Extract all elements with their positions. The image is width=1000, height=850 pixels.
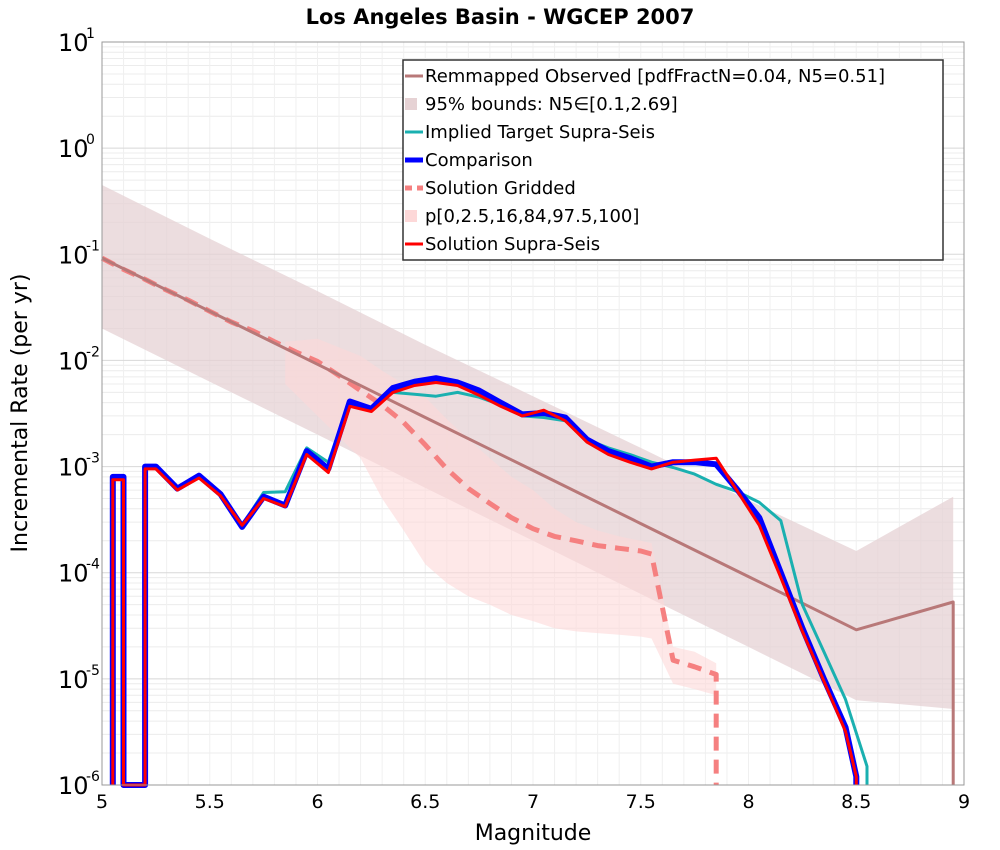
x-tick-label: 5.5 [195,791,225,813]
x-tick-label: 8.5 [841,791,871,813]
y-tick-label: 10-6 [58,769,100,800]
legend: Remmapped Observed [pdfFractN=0.04, N5=0… [402,59,944,261]
x-tick-label: 9 [958,791,970,813]
legend-entry: Implied Target Supra-Seis [405,122,655,143]
y-tick-exponent: -1 [86,238,100,254]
legend-label: Solution Supra-Seis [425,234,600,255]
legend-label: Comparison [425,150,533,171]
y-tick-label: 100 [58,132,95,163]
plot-frame [101,41,965,786]
y-tick-exponent: 0 [86,132,95,148]
legend-label: Implied Target Supra-Seis [425,122,655,143]
y-axis-label: Incremental Rate (per yr) [8,274,33,553]
legend-label: 95% bounds: N5∈[0.1,2.69] [425,94,678,115]
y-tick-label: 10-3 [58,451,100,482]
y-tick-base: 10 [58,241,89,269]
y-tick-base: 10 [58,560,89,588]
band-1 [285,338,717,696]
legend-swatch [405,98,417,110]
y-tick-base: 10 [58,772,89,800]
legend-swatch [405,210,417,222]
legend-entry: Solution Supra-Seis [405,234,600,255]
y-tick-label: 101 [58,26,95,57]
y-tick-exponent: -6 [86,769,100,785]
y-tick-base: 10 [58,29,89,57]
legend-label: Remmapped Observed [pdfFractN=0.04, N5=0… [425,66,885,87]
x-tick-label: 7.5 [626,791,656,813]
legend-box [402,59,944,261]
y-tick-base: 10 [58,347,89,375]
x-tick-label: 6 [311,791,323,813]
legend-label: Solution Gridded [425,178,576,199]
x-axis-label: Magnitude [475,821,592,846]
y-tick-exponent: 1 [86,26,95,42]
y-tick-label: 10-2 [58,344,100,375]
legend-entry: 95% bounds: N5∈[0.1,2.69] [405,94,678,115]
y-tick-label: 10-5 [58,663,100,694]
legend-entry: Remmapped Observed [pdfFractN=0.04, N5=0… [405,66,885,87]
x-tick-label: 6.5 [410,791,440,813]
x-tick-labels: 5 5.5 6 6.5 7 7.5 8 8.5 9 [96,791,970,813]
y-tick-exponent: -5 [86,663,100,679]
y-tick-label: 10-4 [58,557,100,588]
bands [102,185,954,709]
x-tick-label: 8 [742,791,754,813]
y-tick-base: 10 [58,135,89,163]
chart-title: Los Angeles Basin - WGCEP 2007 [306,5,695,29]
x-tick-label: 5 [96,791,108,813]
series-line-4 [111,381,858,787]
legend-label: p[0,2.5,16,84,97.5,100] [425,206,639,227]
y-tick-base: 10 [58,454,89,482]
y-tick-label: 10-1 [58,238,100,269]
legend-entry: p[0,2.5,16,84,97.5,100] [405,206,639,227]
x-tick-label: 7 [527,791,539,813]
series-lines [100,255,955,788]
y-tick-base: 10 [58,666,89,694]
y-tick-exponent: -4 [86,557,100,573]
y-tick-exponent: -3 [86,451,100,467]
series-line-0 [101,256,955,785]
band-0 [102,185,954,709]
legend-entry: Solution Gridded [405,178,576,199]
legend-entry: Comparison [405,150,533,171]
y-tick-exponent: -2 [86,344,100,360]
